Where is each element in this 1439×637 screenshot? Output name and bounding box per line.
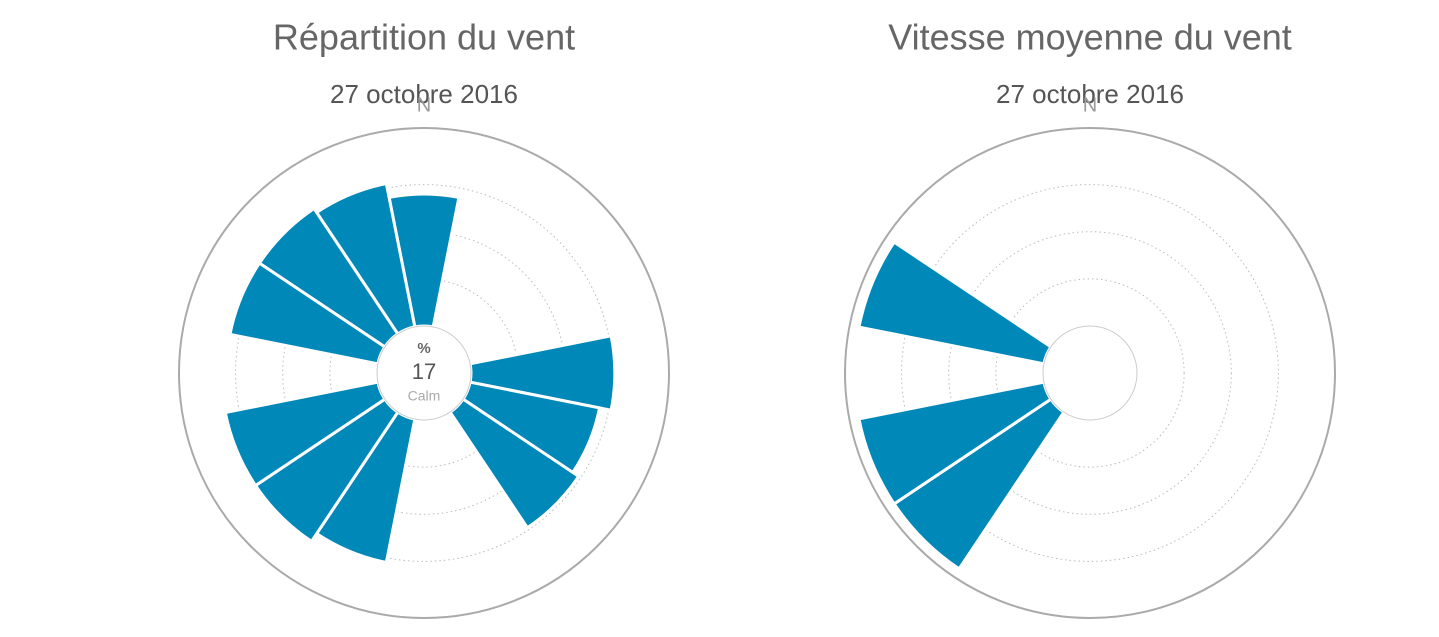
direction-label: N [417, 94, 431, 116]
calm-circle [376, 325, 472, 421]
calm-label: Calm [408, 388, 441, 404]
title: Répartition du vent [273, 17, 575, 58]
direction-label: N [1083, 94, 1097, 116]
calm-value: 17 [412, 359, 436, 384]
calm-unit: % [417, 340, 430, 357]
calm-circle [1042, 325, 1138, 421]
title: Vitesse moyenne du vent [888, 17, 1292, 58]
grid-ring [901, 184, 1279, 562]
bar [857, 240, 1054, 366]
grid-ring [948, 231, 1232, 515]
subtitle: 27 octobre 2016 [996, 79, 1184, 109]
grid-ring [995, 278, 1185, 468]
outer-ring [844, 127, 1336, 619]
outer-ring [178, 127, 670, 619]
subtitle: 27 octobre 2016 [330, 79, 518, 109]
